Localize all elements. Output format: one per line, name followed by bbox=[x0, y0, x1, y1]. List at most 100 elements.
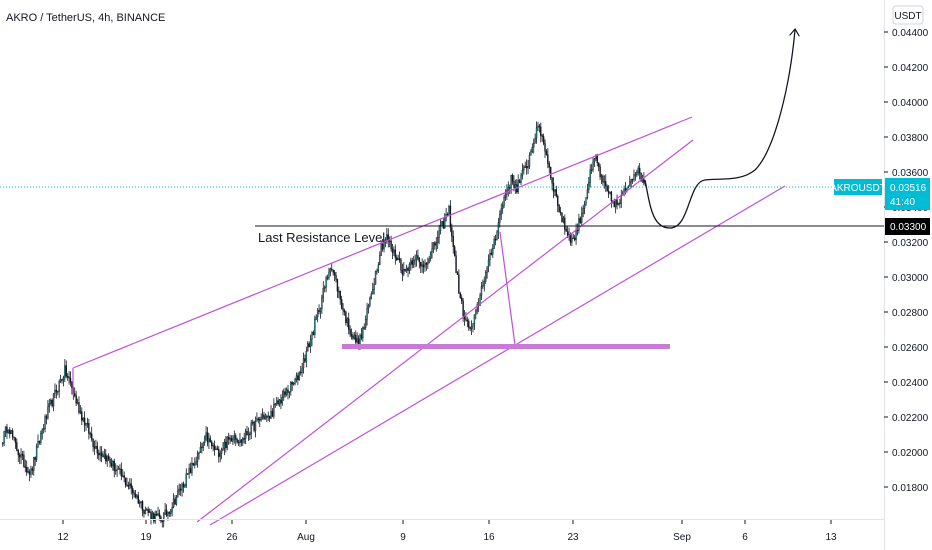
candle-up bbox=[188, 468, 190, 474]
candle-up bbox=[338, 290, 340, 293]
candle-down bbox=[551, 177, 553, 184]
candle-down bbox=[192, 462, 195, 466]
candle-up bbox=[397, 258, 399, 261]
svg-text:23: 23 bbox=[567, 532, 579, 543]
candle-up bbox=[33, 457, 35, 471]
currency-button[interactable]: USDT bbox=[892, 5, 924, 25]
candle-up bbox=[195, 461, 197, 465]
candle-up bbox=[609, 191, 611, 194]
candle-down bbox=[542, 136, 545, 144]
candle-up bbox=[116, 469, 118, 471]
candle-up bbox=[136, 495, 138, 498]
candle-down bbox=[81, 411, 83, 421]
x-tick: 9 bbox=[400, 520, 406, 543]
candle-up bbox=[302, 358, 305, 369]
candle-down bbox=[559, 211, 562, 214]
candle-down bbox=[350, 334, 353, 337]
candle-up bbox=[501, 205, 504, 209]
candle-down bbox=[182, 483, 185, 488]
candle-up bbox=[535, 127, 538, 139]
candle-down bbox=[280, 399, 282, 404]
svg-text:12: 12 bbox=[57, 532, 69, 543]
svg-text:13: 13 bbox=[825, 532, 837, 543]
candle-down bbox=[213, 445, 216, 451]
candle-down bbox=[51, 400, 53, 407]
candle-up bbox=[575, 229, 577, 241]
candle-down bbox=[216, 448, 219, 451]
lower-channel-line[interactable] bbox=[209, 185, 786, 526]
svg-text:0.01800: 0.01800 bbox=[892, 483, 929, 494]
candle-up bbox=[247, 433, 250, 436]
candle-up bbox=[363, 327, 365, 329]
y-tick: 0.02000 bbox=[884, 448, 929, 459]
candle-up bbox=[537, 125, 539, 128]
candle-up bbox=[41, 429, 43, 434]
x-tick: 13 bbox=[825, 520, 837, 543]
y-tick: 0.04400 bbox=[884, 28, 929, 39]
candle-up bbox=[7, 429, 10, 434]
drop-line[interactable] bbox=[499, 231, 516, 346]
candle-down bbox=[339, 290, 341, 300]
price-axis[interactable]: 0.04400 0.04200 0.04000 0.03800 0.03600 … bbox=[884, 28, 929, 494]
candle-down bbox=[119, 468, 121, 470]
candle-down bbox=[469, 327, 471, 329]
symbol-badge-label: AKROUSDT bbox=[830, 183, 886, 194]
candle-down bbox=[189, 468, 192, 474]
candle-up bbox=[219, 453, 221, 457]
candle-down bbox=[23, 454, 25, 467]
candle-up bbox=[324, 286, 326, 289]
candle-up bbox=[187, 473, 189, 475]
candle-up bbox=[172, 498, 175, 508]
candle-down bbox=[143, 510, 145, 514]
candle-up bbox=[393, 249, 395, 253]
candle-down bbox=[548, 163, 550, 168]
candle-up bbox=[445, 214, 447, 218]
candle-up bbox=[10, 430, 12, 434]
candle-up bbox=[322, 288, 324, 299]
candle-down bbox=[453, 246, 456, 256]
candle-down bbox=[538, 125, 541, 128]
symbol-badge: AKROUSDT bbox=[830, 179, 886, 195]
candle-down bbox=[300, 371, 302, 374]
candle-up bbox=[250, 422, 252, 435]
candle-down bbox=[456, 272, 459, 275]
candle-down bbox=[566, 231, 569, 236]
svg-text:9: 9 bbox=[400, 532, 406, 543]
candle-down bbox=[544, 143, 546, 152]
candle-up bbox=[583, 203, 586, 209]
candle-up bbox=[408, 264, 411, 271]
upper-channel-line[interactable] bbox=[72, 116, 693, 369]
candle-down bbox=[165, 509, 168, 516]
candle-down bbox=[398, 258, 401, 261]
candle-up bbox=[410, 260, 412, 265]
candle-down bbox=[401, 270, 404, 275]
candle-up bbox=[273, 404, 275, 417]
candle-down bbox=[174, 498, 176, 505]
svg-text:0.02400: 0.02400 bbox=[892, 378, 929, 389]
candle-down bbox=[541, 135, 543, 137]
countdown-label: 41:40 bbox=[890, 197, 915, 208]
candle-down bbox=[640, 173, 642, 182]
candle-down bbox=[284, 391, 286, 395]
candle-down bbox=[218, 449, 220, 457]
candle-down bbox=[98, 453, 100, 456]
candle-up bbox=[35, 446, 38, 460]
candle-up bbox=[476, 304, 478, 312]
last-price-label: 0.03516 bbox=[890, 183, 927, 194]
candle-up bbox=[503, 197, 505, 206]
candle-up bbox=[185, 473, 188, 486]
candle-down bbox=[9, 429, 11, 434]
middle-channel-line[interactable] bbox=[196, 139, 694, 523]
candle-down bbox=[565, 229, 567, 232]
candle-up bbox=[578, 218, 580, 231]
support-band[interactable] bbox=[342, 344, 670, 349]
candle-down bbox=[69, 377, 72, 383]
candle-down bbox=[240, 439, 243, 443]
forecast-path[interactable] bbox=[644, 30, 795, 229]
candle-up bbox=[369, 298, 371, 306]
candle-up bbox=[356, 338, 358, 343]
candle-down bbox=[158, 513, 161, 517]
time-axis[interactable]: 12 19 26 Aug 9 16 23 Sep 6 13 bbox=[57, 520, 837, 543]
